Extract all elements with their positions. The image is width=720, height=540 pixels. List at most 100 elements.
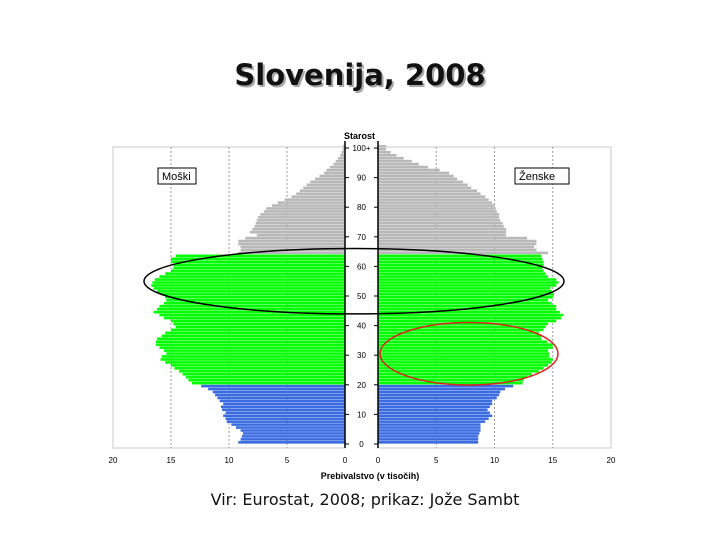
bar-male (324, 171, 345, 175)
bar-female (378, 387, 505, 391)
bar-female (378, 352, 550, 355)
x-tick-label-right: 5 (434, 456, 439, 465)
source-caption: Vir: Eurostat, 2008; prikaz: Jože Sambt (210, 490, 520, 509)
bar-male (165, 361, 345, 364)
bar-female (378, 284, 557, 287)
bar-male (219, 399, 345, 403)
bar-female (378, 349, 549, 352)
bar-female (378, 313, 564, 317)
bar-female (378, 301, 552, 305)
bar-male (225, 417, 345, 420)
bar-male (238, 251, 345, 255)
bar-female (378, 396, 497, 400)
bar-male (223, 414, 345, 418)
bar-female (378, 441, 479, 444)
bar-male (212, 390, 345, 394)
bar-female (378, 364, 549, 367)
bar-male (173, 263, 345, 267)
bar-female (378, 201, 493, 204)
bar-male (226, 420, 345, 423)
bar-female (378, 224, 504, 228)
x-tick-label-left: 10 (225, 456, 234, 465)
bar-male (296, 192, 345, 196)
bar-male (238, 242, 345, 246)
bar-male (306, 183, 345, 187)
bar-female (378, 216, 500, 219)
age-axis-title: Starost (344, 131, 375, 141)
age-tick-label: 100+ (352, 144, 370, 153)
bar-male (342, 148, 345, 151)
bar-female (378, 367, 544, 370)
bar-male (171, 257, 345, 261)
bar-female (378, 263, 544, 267)
x-tick-label-right: 0 (376, 456, 381, 465)
age-tick-label: 20 (357, 381, 366, 390)
legend-label-male: Moški (162, 171, 191, 183)
bar-male (266, 207, 345, 210)
bar-male (329, 165, 345, 169)
bar-male (188, 378, 345, 382)
bar-female (378, 319, 557, 323)
bar-male (340, 153, 345, 157)
bar-male (222, 408, 345, 412)
bar-male (155, 340, 345, 344)
bar-male (161, 293, 345, 296)
x-tick-label-left: 0 (343, 456, 348, 465)
bar-female (378, 355, 550, 358)
bar-female (378, 189, 478, 193)
bar-female (378, 384, 514, 388)
bar-female (378, 372, 532, 376)
bar-female (378, 245, 535, 249)
bar-female (378, 429, 481, 432)
bar-female (378, 236, 528, 240)
bar-female (378, 162, 419, 166)
bar-female (378, 272, 546, 275)
bar-female (378, 248, 537, 252)
bar-male (314, 177, 345, 181)
bar-male (225, 411, 345, 415)
bar-female (378, 222, 503, 225)
bar-male (338, 156, 345, 160)
bar-male (159, 346, 345, 349)
bar-female (378, 180, 464, 184)
bar-male (342, 145, 345, 148)
x-tick-label-right: 10 (490, 456, 499, 465)
bar-male (174, 367, 345, 370)
bar-female (378, 281, 559, 284)
x-axis-title: Prebivalstvo (v tisočih) (321, 471, 420, 481)
age-tick-label: 80 (357, 203, 366, 212)
bar-female (378, 358, 553, 361)
bar-female (378, 432, 480, 435)
x-tick-label-left: 15 (167, 456, 176, 465)
bar-male (245, 236, 345, 240)
bar-male (249, 230, 345, 234)
bar-male (333, 162, 345, 166)
bar-female (378, 378, 524, 382)
bar-female (378, 195, 486, 198)
bar-female (378, 343, 553, 346)
age-tick-label: 0 (359, 440, 364, 449)
bar-male (284, 198, 345, 201)
bar-female (378, 287, 551, 290)
bar-male (186, 375, 345, 379)
bar-male (151, 284, 345, 287)
bar-male (291, 195, 345, 198)
bar-male (240, 429, 345, 432)
bar-female (378, 275, 549, 278)
bar-male (165, 272, 345, 275)
bar-male (303, 186, 345, 190)
bar-male (171, 364, 345, 367)
bar-female (378, 257, 543, 261)
bar-female (378, 316, 561, 320)
bar-female (378, 145, 387, 148)
bar-male (256, 233, 345, 237)
bar-male (160, 358, 345, 361)
bar-male (238, 441, 345, 444)
bar-male (175, 325, 345, 329)
bar-female (378, 153, 397, 157)
bar-male (335, 159, 345, 163)
bar-male (173, 322, 345, 326)
bar-male (201, 384, 345, 388)
bar-male (252, 227, 345, 231)
